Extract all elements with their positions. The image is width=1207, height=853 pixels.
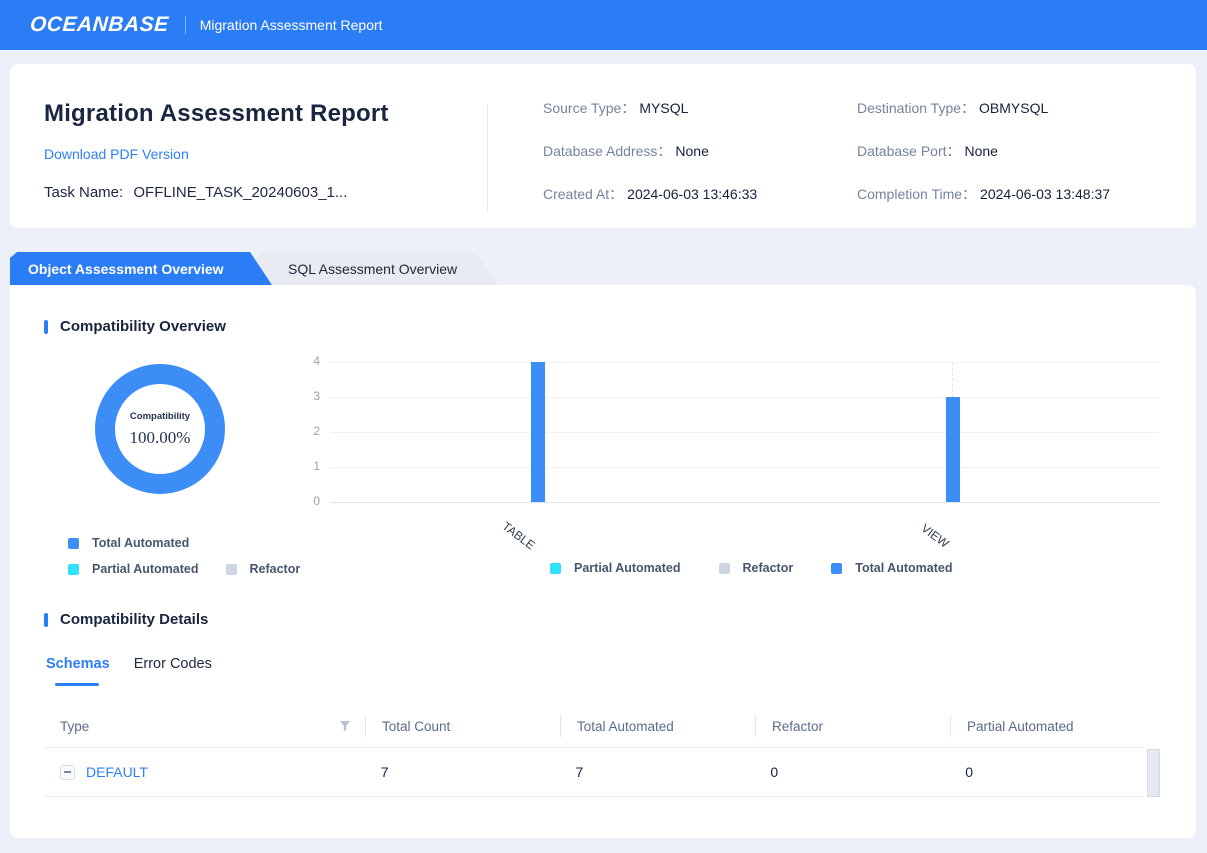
legend-swatch-icon (68, 538, 79, 549)
y-tick-label: 1 (313, 459, 320, 473)
bar-table[interactable] (531, 362, 545, 502)
bar-view-guide-line (952, 362, 953, 397)
schema-link[interactable]: DEFAULT (86, 764, 148, 780)
y-tick-label: 3 (313, 389, 320, 403)
meta-destination-type: Destination Type：OBMYSQL (857, 98, 1110, 118)
legend-total-automated[interactable]: Total Automated (68, 536, 189, 550)
report-meta: Source Type：MYSQL Destination Type：OBMYS… (543, 98, 1110, 204)
legend-refactor[interactable]: Refactor (719, 561, 794, 575)
bar-plot (330, 362, 1160, 502)
task-name: Task Name: OFFLINE_TASK_20240603_1... (44, 184, 464, 201)
meta-database-address: Database Address：None (543, 141, 857, 161)
y-tick-label: 0 (313, 494, 320, 508)
legend-partial-automated[interactable]: Partial Automated (550, 561, 681, 575)
donut-legend: Total Automated (68, 536, 189, 550)
legend-swatch-icon (226, 564, 237, 575)
table-header: Type Total Count Total Automated Refacto… (44, 705, 1144, 748)
meta-completion-time: Completion Time：2024-06-03 13:48:37 (857, 184, 1110, 204)
task-name-value: OFFLINE_TASK_20240603_1... (133, 184, 347, 201)
gridline (330, 467, 1160, 468)
report-summary-card: Migration Assessment Report Download PDF… (10, 64, 1196, 228)
column-partial-automated[interactable]: Partial Automated (950, 715, 1144, 737)
table-scrollbar[interactable] (1147, 749, 1160, 797)
column-total-count[interactable]: Total Count (365, 715, 560, 737)
download-pdf-link[interactable]: Download PDF Version (44, 146, 189, 162)
task-name-label: Task Name: (44, 184, 123, 201)
report-left-block: Migration Assessment Report Download PDF… (44, 100, 464, 201)
oceanbase-logo: OCEANBASE (29, 13, 169, 37)
donut-legend-row2: Partial Automated Refactor (68, 562, 300, 576)
legend-swatch-icon (831, 563, 842, 574)
legend-swatch-icon (719, 563, 730, 574)
collapse-row-icon[interactable] (60, 765, 75, 780)
gridline (330, 432, 1160, 433)
section-marker-icon (44, 320, 48, 334)
details-tabs: Schemas Error Codes (46, 656, 212, 672)
tab-error-codes[interactable]: Error Codes (134, 656, 212, 672)
active-tab-ink-bar (55, 683, 99, 686)
page-title: Migration Assessment Report (44, 100, 464, 128)
column-type[interactable]: Type (44, 715, 365, 737)
compatibility-percentage: 100.00% (130, 428, 191, 448)
meta-database-port: Database Port：None (857, 141, 1110, 161)
x-label-view: VIEW (919, 521, 952, 551)
cell-type: DEFAULT (44, 764, 365, 780)
tab-object-assessment-overview[interactable]: Object Assessment Overview (10, 252, 272, 285)
topbar-title: Migration Assessment Report (200, 17, 383, 33)
column-refactor[interactable]: Refactor (755, 715, 950, 737)
legend-total-automated[interactable]: Total Automated (831, 561, 952, 575)
donut-center-label: Compatibility 100.00% (95, 364, 225, 494)
bar-chart-y-axis: 01234 (280, 362, 320, 502)
bar-chart-legend: Partial Automated Refactor Total Automat… (550, 561, 952, 575)
cell-total-count: 7 (365, 764, 560, 780)
legend-partial-automated[interactable]: Partial Automated (68, 562, 199, 576)
meta-created-at: Created At：2024-06-03 13:46:33 (543, 184, 857, 204)
tab-schemas[interactable]: Schemas (46, 656, 110, 672)
y-tick-label: 4 (313, 354, 320, 368)
legend-refactor[interactable]: Refactor (226, 562, 301, 576)
bar-view[interactable] (946, 397, 960, 502)
top-navbar: OCEANBASE Migration Assessment Report (0, 0, 1207, 50)
gridline (330, 362, 1160, 363)
compatibility-overview-title: Compatibility Overview (44, 318, 226, 335)
topbar-divider (185, 16, 186, 34)
schemas-table: Type Total Count Total Automated Refacto… (44, 705, 1144, 797)
summary-divider (487, 104, 488, 212)
cell-partial-automated: 0 (949, 764, 1144, 780)
x-label-table: TABLE (500, 519, 538, 553)
meta-source-type: Source Type：MYSQL (543, 98, 857, 118)
y-tick-label: 2 (313, 424, 320, 438)
gridline (330, 502, 1160, 503)
compatibility-details-title: Compatibility Details (44, 611, 208, 628)
gridline (330, 397, 1160, 398)
filter-icon[interactable] (339, 720, 351, 732)
table-row: DEFAULT 7 7 0 0 (44, 748, 1144, 797)
legend-swatch-icon (550, 563, 561, 574)
assessment-content-card: Compatibility Overview Compatibility 100… (10, 285, 1196, 838)
assessment-tabs: SQL Assessment Overview Object Assessmen… (10, 252, 610, 285)
column-total-automated[interactable]: Total Automated (560, 715, 755, 737)
section-marker-icon (44, 613, 48, 627)
cell-refactor: 0 (754, 764, 949, 780)
tab-sql-assessment-overview[interactable]: SQL Assessment Overview (255, 252, 498, 285)
cell-total-automated: 7 (560, 764, 755, 780)
legend-swatch-icon (68, 564, 79, 575)
